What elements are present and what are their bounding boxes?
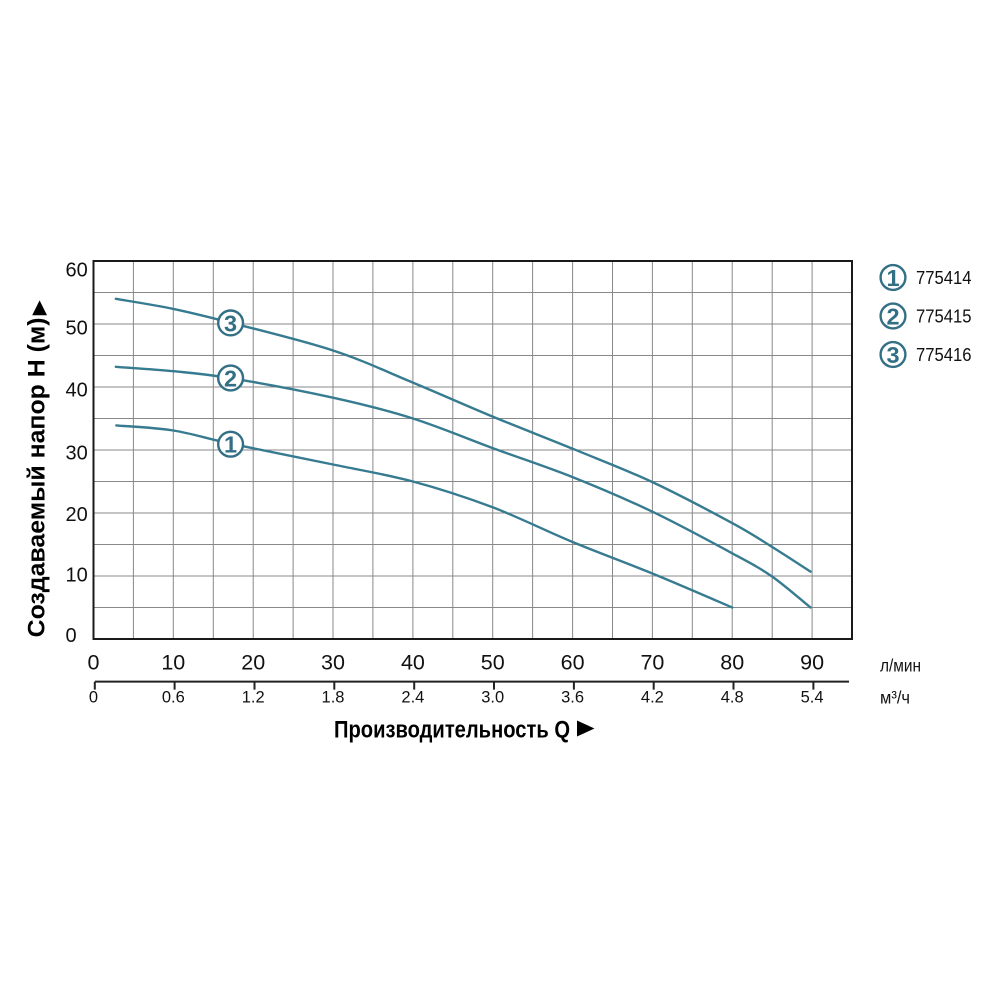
svg-text:2: 2 (886, 304, 899, 330)
svg-text:60: 60 (561, 650, 585, 674)
svg-text:70: 70 (640, 650, 664, 674)
svg-text:1: 1 (224, 432, 237, 458)
svg-text:90: 90 (800, 650, 824, 674)
svg-text:60: 60 (66, 260, 88, 282)
svg-text:30: 30 (66, 442, 88, 464)
svg-text:0: 0 (66, 625, 77, 647)
svg-text:5.4: 5.4 (801, 689, 824, 707)
svg-text:3.6: 3.6 (561, 689, 584, 707)
svg-text:1.8: 1.8 (322, 689, 345, 707)
svg-text:40: 40 (401, 650, 425, 674)
svg-text:1: 1 (886, 265, 899, 291)
svg-text:10: 10 (161, 650, 185, 674)
svg-text:4.8: 4.8 (721, 689, 744, 707)
svg-text:0.6: 0.6 (162, 689, 185, 707)
svg-text:30: 30 (321, 650, 345, 674)
svg-text:3.0: 3.0 (481, 689, 504, 707)
svg-text:50: 50 (66, 317, 88, 339)
svg-text:775414: 775414 (916, 268, 972, 288)
svg-text:Производительность Q: Производительность Q (334, 717, 570, 744)
svg-text:2.4: 2.4 (401, 689, 424, 707)
svg-text:м³/ч: м³/ч (880, 687, 910, 707)
svg-text:Создаваемый напор H (м): Создаваемый напор H (м) (24, 317, 51, 637)
svg-text:4.2: 4.2 (641, 689, 664, 707)
svg-text:775415: 775415 (916, 307, 972, 327)
svg-text:20: 20 (66, 504, 88, 526)
svg-text:3: 3 (224, 310, 237, 336)
svg-text:1.2: 1.2 (242, 689, 265, 707)
svg-text:л/мин: л/мин (880, 656, 921, 676)
svg-text:3: 3 (886, 342, 899, 368)
svg-text:775416: 775416 (916, 345, 972, 365)
svg-text:10: 10 (66, 565, 88, 587)
svg-text:40: 40 (66, 380, 88, 402)
svg-text:0: 0 (88, 650, 100, 674)
svg-text:0: 0 (89, 689, 98, 707)
svg-text:20: 20 (241, 650, 265, 674)
svg-text:2: 2 (224, 366, 237, 392)
svg-text:80: 80 (720, 650, 744, 674)
svg-text:50: 50 (481, 650, 505, 674)
